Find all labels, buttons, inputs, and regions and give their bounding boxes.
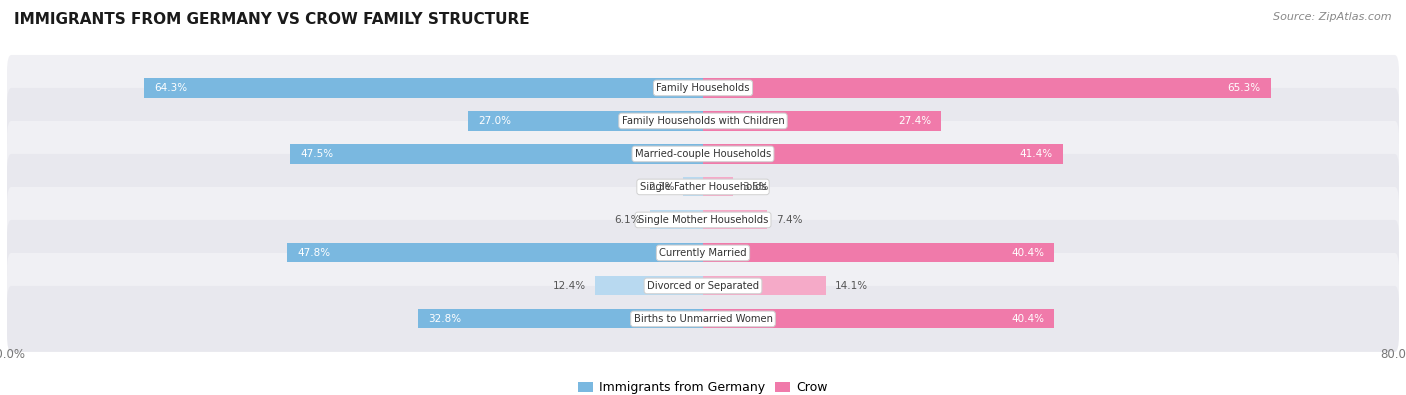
FancyBboxPatch shape bbox=[7, 154, 1399, 220]
Text: 7.4%: 7.4% bbox=[776, 215, 803, 225]
Text: Family Households: Family Households bbox=[657, 83, 749, 93]
Text: 47.8%: 47.8% bbox=[298, 248, 330, 258]
Bar bbox=[683, 177, 703, 196]
Text: 6.1%: 6.1% bbox=[614, 215, 641, 225]
Bar bbox=[143, 78, 703, 98]
Text: 3.5%: 3.5% bbox=[742, 182, 769, 192]
FancyBboxPatch shape bbox=[7, 253, 1399, 319]
Legend: Immigrants from Germany, Crow: Immigrants from Germany, Crow bbox=[572, 376, 834, 395]
Text: Married-couple Households: Married-couple Households bbox=[636, 149, 770, 159]
FancyBboxPatch shape bbox=[7, 55, 1399, 121]
Text: IMMIGRANTS FROM GERMANY VS CROW FAMILY STRUCTURE: IMMIGRANTS FROM GERMANY VS CROW FAMILY S… bbox=[14, 12, 530, 27]
FancyBboxPatch shape bbox=[7, 220, 1399, 286]
Text: 47.5%: 47.5% bbox=[301, 149, 333, 159]
Text: Divorced or Separated: Divorced or Separated bbox=[647, 281, 759, 291]
Text: Single Mother Households: Single Mother Households bbox=[638, 215, 768, 225]
Text: 12.4%: 12.4% bbox=[554, 281, 586, 291]
FancyBboxPatch shape bbox=[7, 286, 1399, 352]
Text: 27.0%: 27.0% bbox=[478, 116, 512, 126]
Text: Family Households with Children: Family Households with Children bbox=[621, 116, 785, 126]
Bar bbox=[703, 276, 825, 295]
Bar bbox=[703, 111, 942, 130]
Bar bbox=[703, 211, 768, 229]
FancyBboxPatch shape bbox=[7, 187, 1399, 253]
Text: 27.4%: 27.4% bbox=[898, 116, 931, 126]
Bar bbox=[703, 177, 734, 196]
Bar bbox=[650, 211, 703, 229]
Text: 40.4%: 40.4% bbox=[1011, 314, 1045, 324]
Bar bbox=[287, 243, 703, 263]
Text: 2.3%: 2.3% bbox=[648, 182, 675, 192]
Text: 14.1%: 14.1% bbox=[834, 281, 868, 291]
Bar bbox=[595, 276, 703, 295]
Bar bbox=[703, 309, 1054, 329]
FancyBboxPatch shape bbox=[7, 88, 1399, 154]
Bar bbox=[703, 78, 1271, 98]
Text: 32.8%: 32.8% bbox=[427, 314, 461, 324]
Text: Currently Married: Currently Married bbox=[659, 248, 747, 258]
Bar bbox=[418, 309, 703, 329]
Text: Births to Unmarried Women: Births to Unmarried Women bbox=[634, 314, 772, 324]
Text: 40.4%: 40.4% bbox=[1011, 248, 1045, 258]
Bar bbox=[290, 144, 703, 164]
Bar bbox=[468, 111, 703, 130]
Text: 65.3%: 65.3% bbox=[1227, 83, 1261, 93]
Text: Single Father Households: Single Father Households bbox=[640, 182, 766, 192]
Bar bbox=[703, 243, 1054, 263]
Text: Source: ZipAtlas.com: Source: ZipAtlas.com bbox=[1274, 12, 1392, 22]
FancyBboxPatch shape bbox=[7, 121, 1399, 187]
Text: 64.3%: 64.3% bbox=[155, 83, 187, 93]
Bar bbox=[703, 144, 1063, 164]
Text: 41.4%: 41.4% bbox=[1019, 149, 1053, 159]
